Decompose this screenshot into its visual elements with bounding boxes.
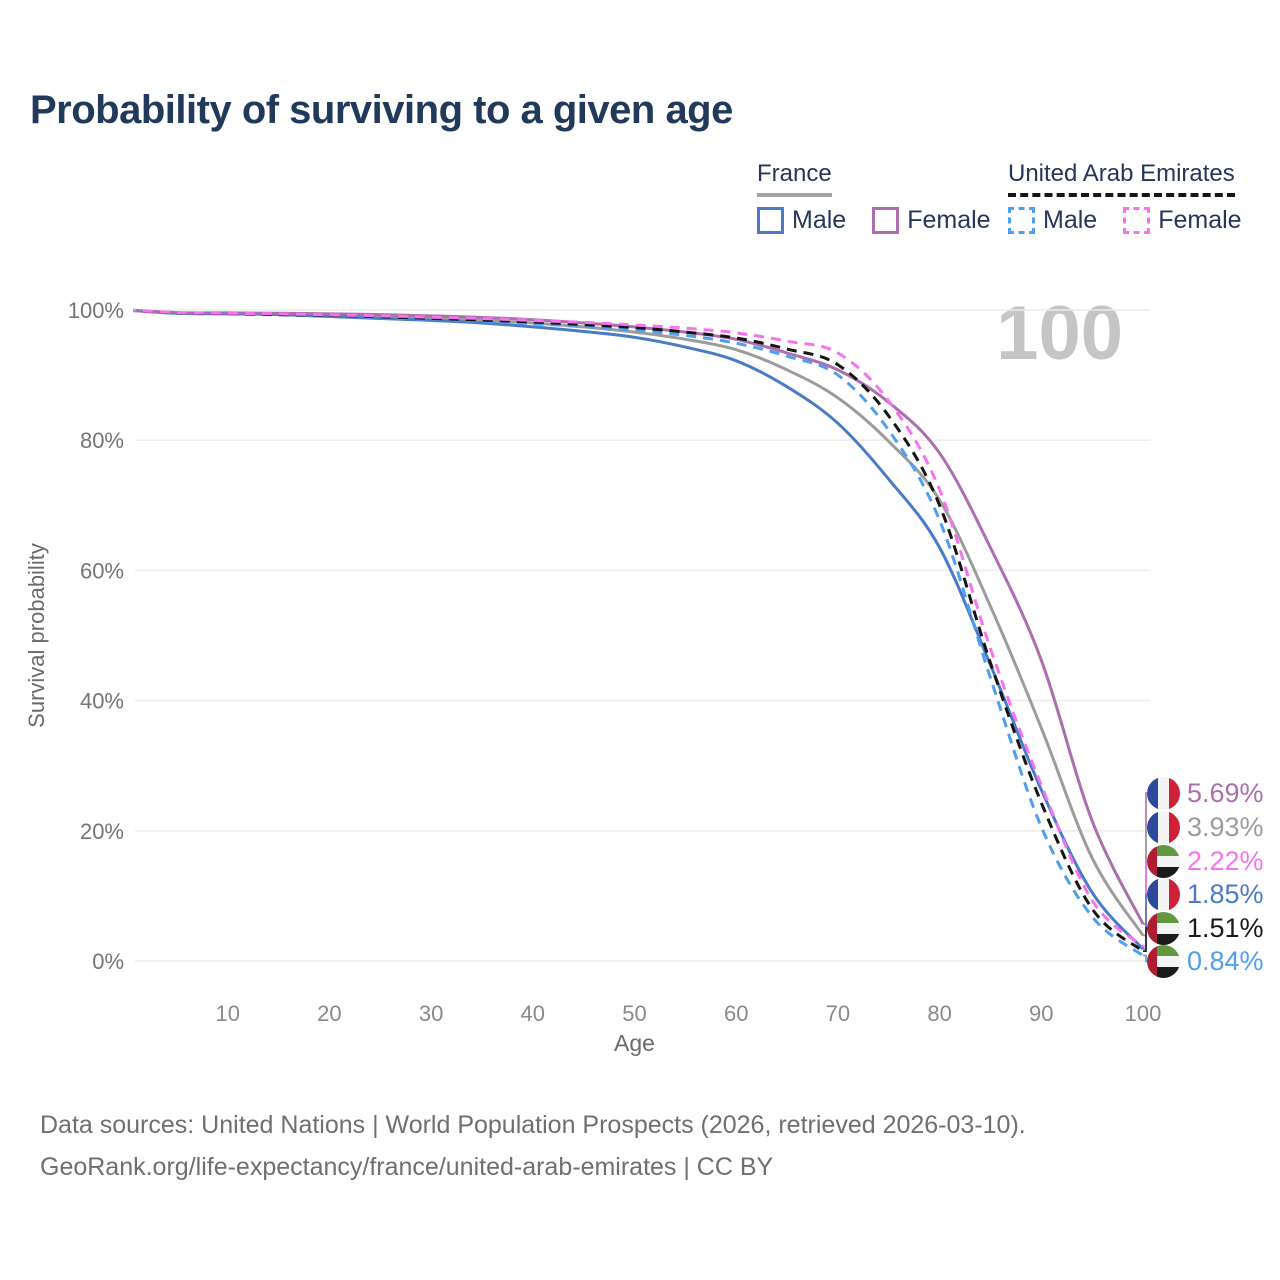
legend-item-label: Female <box>1158 206 1242 234</box>
x-tick-80: 80 <box>927 1001 951 1026</box>
legend-item-label: Male <box>792 206 847 234</box>
footer: Data sources: United Nations | World Pop… <box>40 1104 1026 1188</box>
legend-group-france: France Male Female <box>757 160 991 235</box>
legend-france-header[interactable]: France <box>757 160 832 197</box>
france-male-swatch-icon <box>757 207 784 234</box>
x-tick-10: 10 <box>215 1001 239 1026</box>
y-tick-20%: 20% <box>80 819 124 844</box>
y-tick-80%: 80% <box>80 428 124 453</box>
legend-france-title: France <box>757 160 832 187</box>
legend-group-uae: United Arab Emirates Male Female <box>1008 160 1242 235</box>
legend-item-france-male[interactable]: Male <box>757 206 846 235</box>
x-tick-100: 100 <box>1125 1001 1162 1026</box>
end-label-connector <box>1143 893 1151 950</box>
legend-uae-underline <box>1008 193 1235 197</box>
legend-item-label: Male <box>1043 206 1098 234</box>
x-tick-40: 40 <box>521 1001 545 1026</box>
footer-attribution-line: GeoRank.org/life-expectancy/france/unite… <box>40 1153 774 1181</box>
y-tick-0%: 0% <box>92 949 124 974</box>
y-tick-60%: 60% <box>80 558 124 583</box>
page-title: Probability of surviving to a given age <box>30 88 733 132</box>
series-line-france-male[interactable] <box>126 308 1145 951</box>
series-line-united-arab-emirates-female[interactable] <box>126 308 1144 948</box>
legend-france-items: Male Female <box>757 206 991 235</box>
x-tick-50: 50 <box>622 1001 646 1026</box>
legend-uae-header[interactable]: United Arab Emirates <box>1008 160 1235 197</box>
x-tick-70: 70 <box>826 1001 850 1026</box>
footer-source-line: Data sources: United Nations | World Pop… <box>40 1111 1026 1139</box>
x-tick-30: 30 <box>419 1001 443 1026</box>
series-line-united-arab-emirates-total[interactable] <box>126 308 1144 953</box>
uae-male-swatch-icon <box>1008 207 1035 234</box>
end-label-connector <box>1143 826 1151 937</box>
legend-item-label: Female <box>907 206 991 234</box>
france-female-swatch-icon <box>872 207 900 234</box>
x-tick-60: 60 <box>724 1001 748 1026</box>
legend-item-uae-male[interactable]: Male <box>1008 206 1097 235</box>
legend-france-underline <box>757 193 832 197</box>
series-line-france-total[interactable] <box>126 308 1145 937</box>
end-label-connector <box>1143 927 1151 952</box>
series-line-united-arab-emirates-male[interactable] <box>126 308 1144 957</box>
uae-female-swatch-icon <box>1123 207 1151 234</box>
age-watermark: 100 <box>996 291 1123 376</box>
legend-item-france-female[interactable]: Female <box>872 206 991 235</box>
series-line-france-female[interactable] <box>126 308 1145 925</box>
legend-uae-items: Male Female <box>1008 206 1242 235</box>
x-axis-title: Age <box>614 1030 655 1056</box>
x-tick-90: 90 <box>1029 1001 1053 1026</box>
end-label-connector <box>1143 860 1151 948</box>
legend-item-uae-female[interactable]: Female <box>1123 206 1242 235</box>
legend-uae-title: United Arab Emirates <box>1008 160 1235 187</box>
y-tick-40%: 40% <box>80 689 124 714</box>
y-axis-title: Survival probability <box>24 543 49 728</box>
y-tick-100%: 100% <box>68 298 124 323</box>
x-tick-20: 20 <box>317 1001 341 1026</box>
end-label-connector <box>1143 792 1151 925</box>
